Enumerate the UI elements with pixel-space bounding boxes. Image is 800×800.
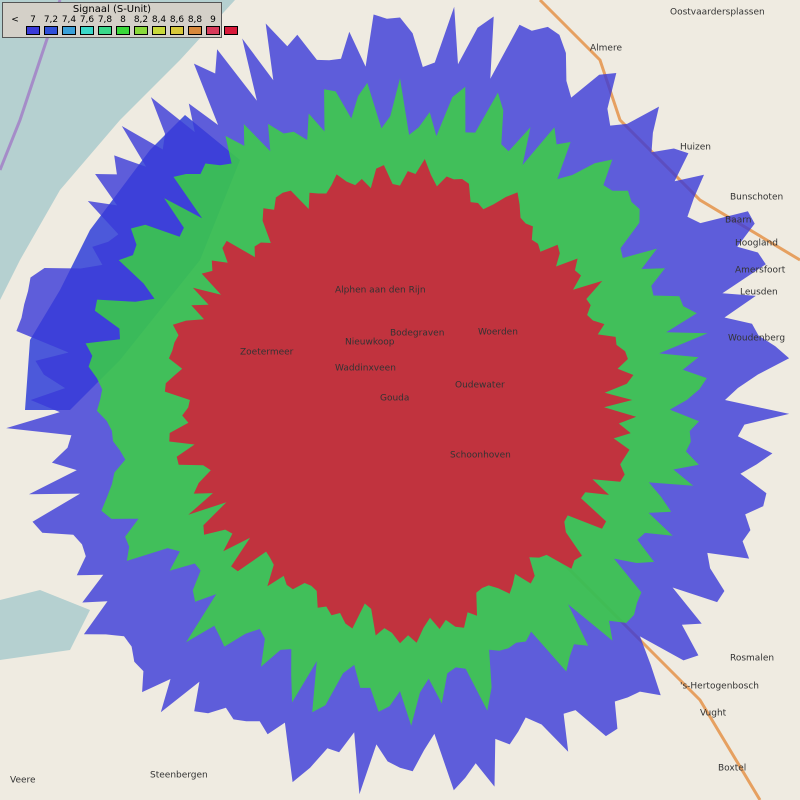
place-label: Almere [590,44,622,54]
place-label: Baarn [725,216,751,226]
legend-swatch [26,26,40,35]
legend-label: 7 [30,15,36,25]
legend-swatch [98,26,112,35]
legend-swatch [44,26,58,35]
place-label: Hoogland [735,239,778,249]
legend-swatch [206,26,220,35]
place-label: Schoonhoven [450,451,511,461]
legend-title: Signaal (S-Unit) [72,4,152,15]
legend-label: 8,2 [133,15,149,25]
legend-swatch [80,26,94,35]
legend-label: 9 [210,15,216,25]
place-label: Oostvaardersplassen [670,8,765,18]
legend-label: 8 [120,15,126,25]
place-label: Bunschoten [730,193,783,203]
legend-label: 7,6 [79,15,95,25]
place-label: Nieuwkoop [345,338,395,348]
legend-swatch [224,26,238,35]
place-label: Bodegraven [390,329,444,339]
place-label: Oudewater [455,381,505,391]
legend-label: < [11,15,19,25]
place-label: Boxtel [718,764,746,774]
place-label: Veere [10,776,36,786]
legend-label: 7,8 [97,15,113,25]
place-label: Alphen aan den Rijn [335,286,426,296]
legend-label: 8,8 [187,15,203,25]
place-label: Rosmalen [730,654,774,664]
legend-label: 8,6 [169,15,185,25]
legend-swatch [188,26,202,35]
legend-swatch [116,26,130,35]
legend-swatch [170,26,184,35]
place-label: Huizen [680,143,711,153]
legend-label: 7,4 [61,15,77,25]
coverage [6,6,790,795]
sea [0,0,235,300]
place-label: Vught [700,709,727,719]
water [0,590,90,660]
place-label: Leusden [740,288,778,298]
place-label: 's-Hertogenbosch [680,682,759,692]
border [0,0,62,171]
places: Oostvaardersplassen Almere Huizen Bunschote… [10,8,786,786]
place-label: Gouda [380,394,409,404]
place-label: Amersfoort [735,266,786,276]
legend-swatch [62,26,76,35]
place-label: Waddinxveen [335,364,396,374]
legend: Signaal (S-Unit) <7 7,2 7,4 7,6 7,8 8 8,2 8,4 8,… [2,2,238,38]
legend-label: 7,2 [43,15,59,25]
place-label: Woerden [478,328,518,338]
place-label: Woudenberg [728,334,785,344]
coverage-zone [164,159,637,644]
place-label: Steenbergen [150,771,208,781]
place-label: Zoetermeer [240,348,294,358]
legend-label: 8,4 [151,15,167,25]
legend-swatch [134,26,148,35]
legend-swatch [152,26,166,35]
